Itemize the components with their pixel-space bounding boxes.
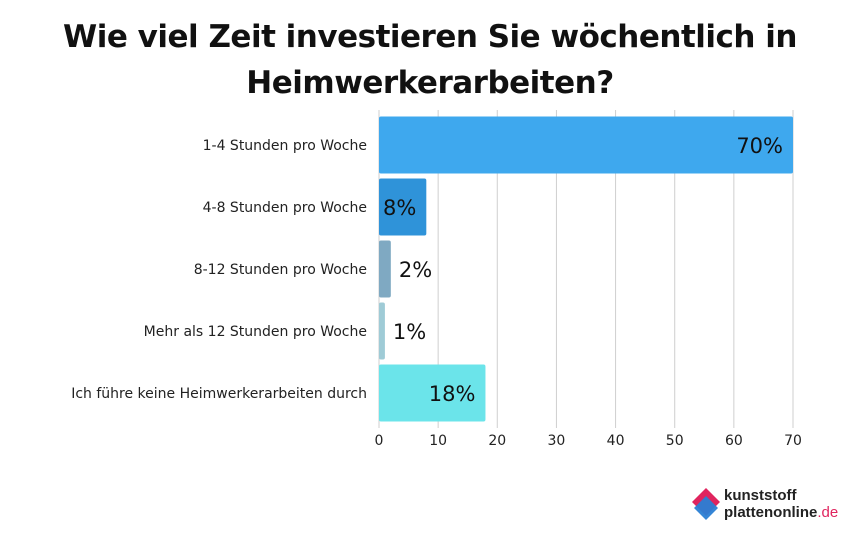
x-tick-label: 20	[488, 433, 506, 449]
x-tick-label: 50	[666, 433, 684, 449]
x-tick-label: 10	[429, 433, 447, 449]
logo-tld: .de	[817, 504, 839, 521]
category-label: 8-12 Stunden pro Woche	[194, 262, 367, 278]
brand-logo: kunststoff plattenonline.de	[690, 486, 850, 526]
x-tick-label: 30	[548, 433, 566, 449]
bar	[379, 116, 793, 174]
chart-title: Wie viel Zeit investieren Sie wöchentlic…	[63, 19, 797, 101]
data-label: 70%	[736, 134, 783, 158]
bar	[379, 302, 385, 360]
labels: 0 10 20 30 40 50 60 70 1-4 Stunden pro Woche 70% 4…	[71, 134, 802, 449]
data-label: 8%	[383, 196, 416, 220]
bars	[379, 116, 793, 422]
category-label: Mehr als 12 Stunden pro Woche	[144, 324, 367, 340]
data-label: 1%	[393, 320, 426, 344]
x-tick-label: 70	[784, 433, 802, 449]
category-label: 4-8 Stunden pro Woche	[203, 200, 367, 216]
bar	[379, 240, 391, 298]
category-label: 1-4 Stunden pro Woche	[203, 138, 367, 154]
logo-line1: kunststoff	[724, 487, 797, 504]
logo-line2: plattenonline	[724, 504, 818, 521]
x-tick-label: 0	[375, 433, 384, 449]
data-label: 2%	[399, 258, 432, 282]
bar	[379, 178, 427, 236]
data-label: 18%	[429, 382, 476, 406]
x-tick-label: 40	[607, 433, 625, 449]
logo-text: kunststoff plattenonline.de	[724, 487, 838, 521]
logo-mark-icon	[692, 488, 720, 520]
x-tick-label: 60	[725, 433, 743, 449]
bar	[379, 364, 486, 422]
category-label: Ich führe keine Heimwerkerarbeiten durch	[71, 386, 367, 402]
